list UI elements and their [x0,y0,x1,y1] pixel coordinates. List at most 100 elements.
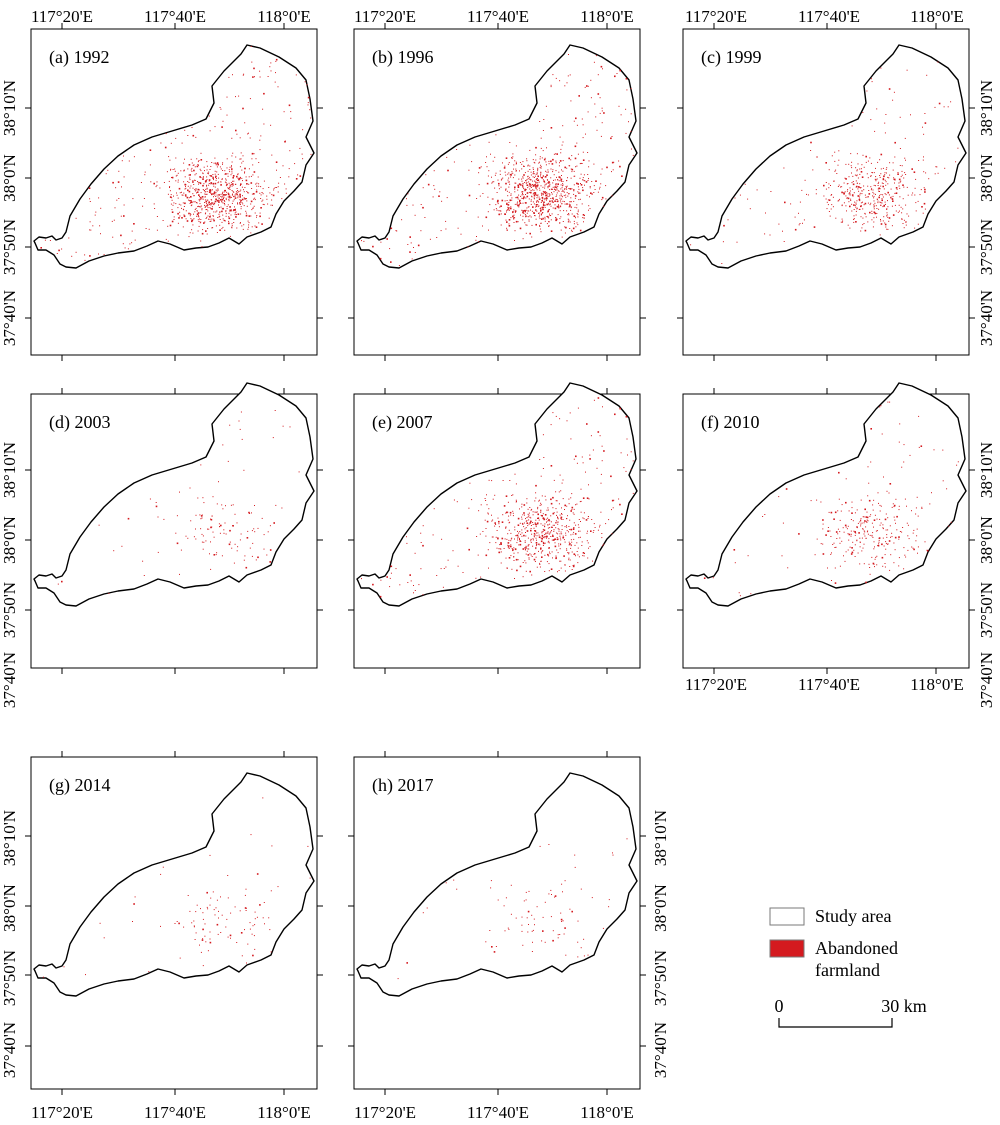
abandoned-pixel [626,89,628,91]
abandoned-pixel [856,175,858,177]
abandoned-pixel [536,200,538,201]
lat-label: 37°40'N [0,1022,19,1078]
abandoned-pixel [507,511,509,513]
abandoned-pixel [860,520,862,522]
abandoned-pixel [877,161,879,163]
abandoned-pixel [439,191,441,193]
abandoned-pixel [534,522,536,524]
abandoned-pixel [575,217,576,219]
abandoned-pixel [577,153,579,155]
abandoned-pixel [507,204,510,206]
abandoned-pixel [580,162,582,164]
abandoned-pixel [885,114,887,115]
abandoned-pixel [548,202,550,204]
abandoned-pixel [491,520,493,522]
abandoned-pixel [937,172,939,174]
abandoned-pixel [525,553,527,555]
abandoned-pixel [479,195,481,197]
abandoned-pixel [869,573,871,575]
abandoned-pixel [822,523,824,525]
abandoned-pixel [899,531,901,532]
abandoned-pixel [798,533,800,535]
abandoned-pixel [915,210,917,212]
abandoned-farmland-pixels [397,838,628,980]
abandoned-pixel [552,930,554,932]
abandoned-pixel [524,540,526,542]
abandoned-pixel [864,212,866,214]
abandoned-pixel [550,215,552,216]
abandoned-pixel [89,221,91,223]
abandoned-pixel [542,175,544,177]
abandoned-pixel [508,548,510,549]
abandoned-pixel [924,113,926,114]
abandoned-pixel [505,512,507,514]
abandoned-pixel [234,906,236,908]
abandoned-pixel [535,524,537,526]
abandoned-pixel [539,504,541,506]
abandoned-pixel [224,204,226,206]
abandoned-pixel [539,214,541,216]
abandoned-pixel [485,941,487,943]
abandoned-pixel [194,190,196,192]
abandoned-pixel [570,438,572,440]
abandoned-pixel [524,222,526,224]
abandoned-pixel [540,509,542,511]
abandoned-pixel [546,183,547,185]
abandoned-pixel [565,534,567,536]
abandoned-pixel [877,188,879,190]
abandoned-pixel [504,165,506,167]
abandoned-pixel [924,541,926,543]
abandoned-pixel [542,204,545,207]
abandoned-pixel [568,219,570,221]
abandoned-pixel [530,191,532,194]
abandoned-pixel [221,200,223,202]
abandoned-pixel [240,208,242,210]
abandoned-pixel [562,170,564,172]
abandoned-pixel [577,554,579,556]
abandoned-pixel [178,187,181,190]
abandoned-pixel [545,170,547,172]
abandoned-pixel [915,178,917,180]
abandoned-pixel [165,238,167,240]
abandoned-pixel [529,169,531,170]
abandoned-pixel [566,185,568,187]
abandoned-pixel [526,530,529,532]
abandoned-pixel [573,215,576,217]
abandoned-pixel [234,194,236,196]
abandoned-pixel [579,229,582,232]
abandoned-pixel [207,528,208,530]
abandoned-pixel [569,519,571,521]
abandoned-pixel [189,213,191,215]
abandoned-pixel [887,183,889,185]
abandoned-pixel [814,554,816,556]
abandoned-pixel [564,541,566,543]
abandoned-pixel [543,201,545,204]
abandoned-pixel [517,186,520,188]
abandoned-pixel [926,549,929,552]
abandoned-pixel [192,193,194,195]
abandoned-pixel [552,524,554,526]
abandoned-pixel [192,224,194,226]
abandoned-pixel [484,519,486,521]
abandoned-pixel [456,501,458,503]
abandoned-pixel [822,553,825,555]
abandoned-pixel [539,459,541,460]
abandoned-pixel [901,212,903,214]
abandoned-pixel [133,903,135,905]
abandoned-pixel [525,520,527,522]
abandoned-pixel [191,167,193,169]
abandoned-pixel [538,550,539,552]
abandoned-pixel [494,156,496,158]
abandoned-pixel [197,215,199,217]
abandoned-pixel [924,122,927,124]
abandoned-pixel [544,534,546,535]
abandoned-pixel [813,226,816,228]
abandoned-pixel [884,222,886,224]
abandoned-pixel [564,226,566,228]
abandoned-pixel [912,192,914,194]
abandoned-pixel [149,164,151,166]
abandoned-pixel [877,185,879,186]
abandoned-pixel [845,163,847,165]
abandoned-pixel [560,490,562,492]
abandoned-pixel [560,188,562,190]
